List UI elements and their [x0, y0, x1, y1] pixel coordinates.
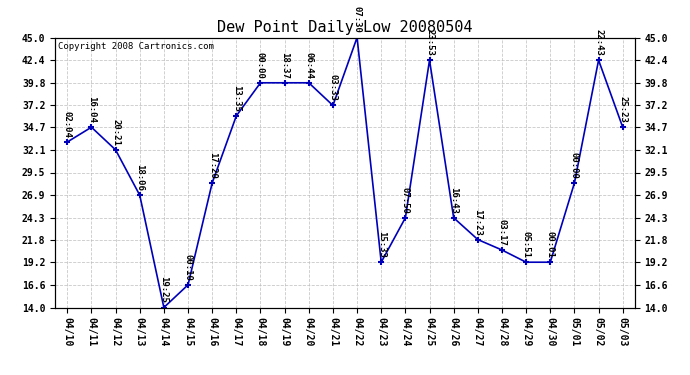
- Text: 18:06: 18:06: [135, 164, 144, 191]
- Text: 07:30: 07:30: [353, 6, 362, 33]
- Text: 05:51: 05:51: [522, 231, 531, 258]
- Text: 03:17: 03:17: [497, 219, 506, 246]
- Title: Dew Point Daily Low 20080504: Dew Point Daily Low 20080504: [217, 20, 473, 35]
- Text: 02:04: 02:04: [63, 111, 72, 138]
- Text: 19:25: 19:25: [159, 276, 168, 303]
- Text: 00:00: 00:00: [570, 152, 579, 179]
- Text: 15:33: 15:33: [377, 231, 386, 258]
- Text: 17:20: 17:20: [208, 152, 217, 179]
- Text: 18:37: 18:37: [280, 52, 289, 79]
- Text: 13:35: 13:35: [232, 85, 241, 112]
- Text: Copyright 2008 Cartronics.com: Copyright 2008 Cartronics.com: [58, 42, 214, 51]
- Text: 16:04: 16:04: [87, 96, 96, 123]
- Text: 20:21: 20:21: [111, 119, 120, 146]
- Text: 22:43: 22:43: [594, 29, 603, 56]
- Text: 07:50: 07:50: [401, 187, 410, 214]
- Text: 03:33: 03:33: [328, 74, 337, 101]
- Text: 25:23: 25:23: [618, 96, 627, 123]
- Text: 17:23: 17:23: [473, 209, 482, 236]
- Text: 00:01: 00:01: [546, 231, 555, 258]
- Text: 16:43: 16:43: [449, 187, 458, 214]
- Text: 00:00: 00:00: [256, 52, 265, 79]
- Text: 00:10: 00:10: [184, 254, 193, 281]
- Text: 06:44: 06:44: [304, 52, 313, 79]
- Text: 23:53: 23:53: [425, 29, 434, 56]
